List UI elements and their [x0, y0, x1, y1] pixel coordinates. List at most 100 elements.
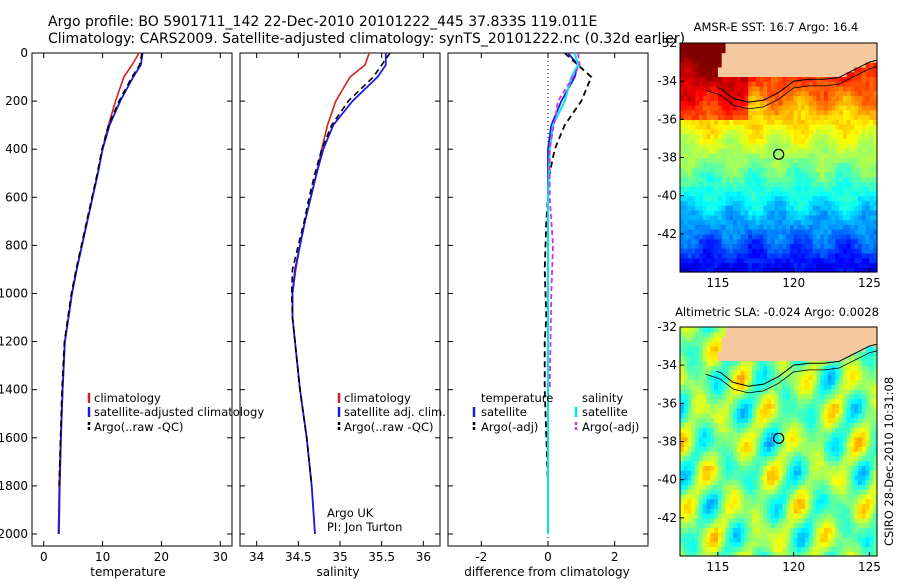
map-cell — [862, 96, 866, 101]
map-cell — [809, 186, 813, 191]
land-cell — [854, 341, 858, 346]
map-cell — [782, 365, 786, 370]
land-cell — [737, 53, 741, 58]
map-cell — [832, 446, 836, 451]
map-cell — [805, 480, 809, 485]
map-cell — [813, 427, 817, 432]
map-cell — [779, 110, 783, 115]
map-cell — [714, 186, 718, 191]
map-cell — [763, 158, 767, 163]
map-cell — [779, 513, 783, 518]
land-cell — [805, 327, 809, 332]
land-cell — [722, 356, 726, 361]
map-cell — [862, 181, 866, 186]
map-cell — [703, 532, 707, 537]
map-cell — [714, 547, 718, 552]
map-cell — [707, 67, 711, 72]
map-cell — [699, 527, 703, 532]
map-cell — [775, 518, 779, 523]
map-cell — [688, 470, 692, 475]
map-cell — [688, 418, 692, 423]
map-cell — [847, 148, 851, 153]
map-cell — [691, 413, 695, 418]
land-cell — [790, 332, 794, 337]
map-cell — [699, 337, 703, 342]
map-cell — [680, 527, 684, 532]
land-cell — [763, 346, 767, 351]
map-cell — [726, 129, 730, 134]
map-cell — [824, 475, 828, 480]
map-cell — [801, 518, 805, 523]
map-cell — [816, 394, 820, 399]
map-cell — [851, 186, 855, 191]
map-cell — [775, 527, 779, 532]
map-cell — [797, 210, 801, 215]
map-cell — [726, 172, 730, 177]
map-cell — [707, 148, 711, 153]
map-cell — [756, 248, 760, 253]
land-cell — [790, 337, 794, 342]
map-cell — [832, 451, 836, 456]
land-cell — [741, 72, 745, 77]
map-cell — [824, 394, 828, 399]
land-cell — [820, 337, 824, 342]
map-cell — [832, 143, 836, 148]
map-cell — [699, 239, 703, 244]
map-cell — [854, 172, 858, 177]
map-cell — [710, 461, 714, 466]
land-cell — [790, 43, 794, 48]
map-cell — [824, 489, 828, 494]
map-cell — [779, 210, 783, 215]
map-cell — [699, 210, 703, 215]
map-cell — [854, 489, 858, 494]
map-cell — [703, 518, 707, 523]
map-cell — [805, 200, 809, 205]
land-cell — [763, 327, 767, 332]
map-cell — [748, 91, 752, 96]
land-cell — [744, 332, 748, 337]
map-cell — [847, 427, 851, 432]
map-cell — [782, 76, 786, 81]
map-cell — [809, 167, 813, 172]
map-cell — [824, 380, 828, 385]
map-cell — [726, 148, 730, 153]
map-cell — [779, 384, 783, 389]
map-cell — [805, 162, 809, 167]
map-cell — [851, 542, 855, 547]
map-cell — [703, 432, 707, 437]
map-cell — [782, 143, 786, 148]
map-cell — [707, 399, 711, 404]
map-cell — [691, 191, 695, 196]
map-cell — [786, 527, 790, 532]
land-cell — [843, 67, 847, 72]
land-cell — [809, 62, 813, 67]
map-cell — [843, 465, 847, 470]
map-cell — [771, 542, 775, 547]
map-cell — [851, 124, 855, 129]
map-cell — [722, 105, 726, 110]
land-cell — [839, 48, 843, 53]
map-cell — [832, 375, 836, 380]
map-cell — [862, 253, 866, 258]
map-cell — [771, 167, 775, 172]
land-cell — [790, 48, 794, 53]
map-cell — [851, 380, 855, 385]
map-cell — [691, 422, 695, 427]
map-cell — [741, 537, 745, 542]
map-cell — [779, 508, 783, 513]
map-cell — [847, 432, 851, 437]
land-cell — [805, 62, 809, 67]
map-cell — [797, 215, 801, 220]
map-cell — [775, 451, 779, 456]
map-cell — [748, 181, 752, 186]
map-cell — [684, 465, 688, 470]
map-cell — [779, 394, 783, 399]
map-cell — [820, 115, 824, 120]
map-cell — [710, 327, 714, 332]
map-cell — [726, 523, 730, 528]
map-cell — [851, 138, 855, 143]
map-cell — [699, 356, 703, 361]
land-cell — [741, 346, 745, 351]
map-cell — [824, 172, 828, 177]
map-cell — [691, 337, 695, 342]
